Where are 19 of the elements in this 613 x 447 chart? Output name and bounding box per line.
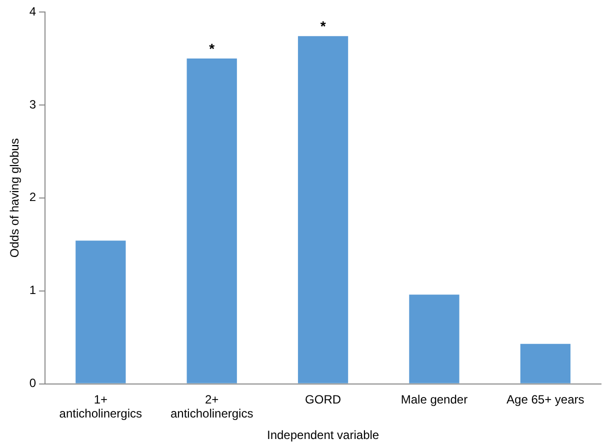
x-tick-label: Male gender (400, 392, 468, 406)
x-tick-label: 2+ anticholinergics (170, 392, 254, 421)
y-tick-label: 4 (29, 4, 36, 18)
x-tick-label: 1+ anticholinergics (59, 392, 142, 421)
bar (186, 58, 237, 384)
bar (76, 240, 126, 384)
y-tick-label: 3 (29, 97, 36, 112)
y-axis-title: Odds of having globus (8, 138, 22, 258)
x-tick-label: GORD (305, 392, 342, 406)
bar (520, 344, 570, 384)
annotation: * (209, 40, 216, 56)
x-tick-label: Age 65+ years (506, 392, 584, 406)
bar (409, 294, 460, 384)
bar (298, 36, 348, 384)
y-tick-label: 0 (29, 376, 36, 390)
y-tick-label: 1 (29, 283, 36, 298)
annotation: * (320, 18, 326, 34)
y-tick-label: 2 (29, 190, 36, 204)
x-axis-title: Independent variable (266, 428, 380, 442)
